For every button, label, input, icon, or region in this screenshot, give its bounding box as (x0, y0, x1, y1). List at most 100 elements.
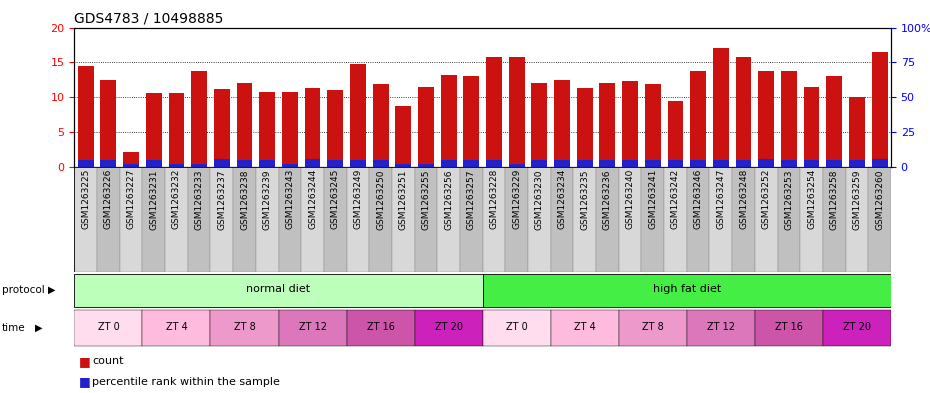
Text: GSM1263244: GSM1263244 (308, 169, 317, 230)
Text: GSM1263238: GSM1263238 (240, 169, 249, 230)
Bar (554, 160, 570, 167)
Bar (463, 75, 479, 167)
Bar (350, 160, 365, 167)
Text: GSM1263241: GSM1263241 (648, 169, 658, 230)
Bar (142, 310, 210, 346)
Bar (755, 310, 823, 346)
Bar (577, 88, 592, 167)
Bar (463, 160, 479, 167)
Bar (528, 167, 551, 272)
Bar (826, 160, 843, 167)
Bar (758, 71, 774, 167)
Bar (736, 160, 751, 167)
Text: percentile rank within the sample: percentile rank within the sample (92, 377, 280, 387)
Bar (415, 310, 483, 346)
Text: GSM1263240: GSM1263240 (626, 169, 634, 230)
Bar (713, 48, 729, 167)
Bar (736, 57, 751, 167)
Bar (347, 310, 415, 346)
Text: GSM1263232: GSM1263232 (172, 169, 181, 230)
Text: ZT 20: ZT 20 (843, 322, 870, 332)
Bar (755, 167, 777, 272)
Bar (845, 167, 869, 272)
Bar (214, 89, 230, 167)
Text: time: time (2, 323, 25, 333)
Bar (509, 57, 525, 167)
Bar (551, 167, 574, 272)
Bar (369, 167, 392, 272)
Bar (324, 167, 347, 272)
Bar (259, 160, 275, 167)
Text: ZT 4: ZT 4 (574, 322, 595, 332)
Text: ▶: ▶ (35, 323, 43, 333)
Bar (418, 163, 434, 167)
Bar (392, 167, 415, 272)
Bar (210, 167, 233, 272)
Text: GSM1263227: GSM1263227 (126, 169, 136, 230)
Text: high fat diet: high fat diet (653, 285, 721, 294)
Bar (531, 160, 548, 167)
Bar (305, 159, 321, 167)
Bar (146, 93, 162, 167)
Bar (823, 167, 845, 272)
Bar (826, 76, 843, 167)
Bar (781, 160, 797, 167)
Bar (690, 71, 706, 167)
Bar (441, 160, 457, 167)
Text: ZT 0: ZT 0 (506, 322, 527, 332)
Bar (804, 87, 819, 167)
Text: GSM1263253: GSM1263253 (784, 169, 793, 230)
Bar (618, 167, 642, 272)
Text: ZT 0: ZT 0 (98, 322, 119, 332)
Text: ZT 8: ZT 8 (642, 322, 664, 332)
Bar (123, 163, 140, 167)
Text: ▶: ▶ (48, 285, 56, 295)
Bar (710, 167, 732, 272)
Bar (259, 92, 275, 167)
Text: GSM1263228: GSM1263228 (489, 169, 498, 230)
Bar (804, 160, 819, 167)
Bar (373, 84, 389, 167)
Bar (78, 66, 94, 167)
Bar (505, 167, 528, 272)
Bar (596, 167, 618, 272)
Text: ZT 8: ZT 8 (233, 322, 256, 332)
Bar (554, 80, 570, 167)
Bar (577, 160, 592, 167)
Bar (236, 160, 252, 167)
Text: GSM1263235: GSM1263235 (580, 169, 590, 230)
Text: GSM1263230: GSM1263230 (535, 169, 544, 230)
Bar (664, 167, 686, 272)
Text: normal diet: normal diet (246, 285, 311, 294)
Bar (168, 163, 184, 167)
Bar (622, 81, 638, 167)
Bar (777, 167, 800, 272)
Bar (486, 57, 502, 167)
Bar (327, 90, 343, 167)
Bar (483, 167, 505, 272)
Bar (849, 160, 865, 167)
Bar (327, 160, 343, 167)
Bar (644, 160, 660, 167)
Text: GSM1263250: GSM1263250 (376, 169, 385, 230)
Text: GSM1263245: GSM1263245 (331, 169, 339, 230)
Bar (395, 163, 411, 167)
Text: GSM1263242: GSM1263242 (671, 169, 680, 230)
Bar (668, 101, 684, 167)
Text: GSM1263237: GSM1263237 (218, 169, 226, 230)
Bar (418, 87, 434, 167)
Bar (690, 160, 706, 167)
Bar (305, 88, 321, 167)
Bar (823, 310, 891, 346)
Text: GSM1263246: GSM1263246 (694, 169, 703, 230)
Text: GSM1263231: GSM1263231 (150, 169, 158, 230)
Text: GSM1263226: GSM1263226 (104, 169, 113, 230)
Text: GSM1263229: GSM1263229 (512, 169, 521, 230)
Bar (192, 163, 207, 167)
Bar (509, 163, 525, 167)
Bar (622, 160, 638, 167)
Text: GSM1263258: GSM1263258 (830, 169, 839, 230)
Bar (192, 71, 207, 167)
Bar (800, 167, 823, 272)
Text: GSM1263225: GSM1263225 (81, 169, 90, 230)
